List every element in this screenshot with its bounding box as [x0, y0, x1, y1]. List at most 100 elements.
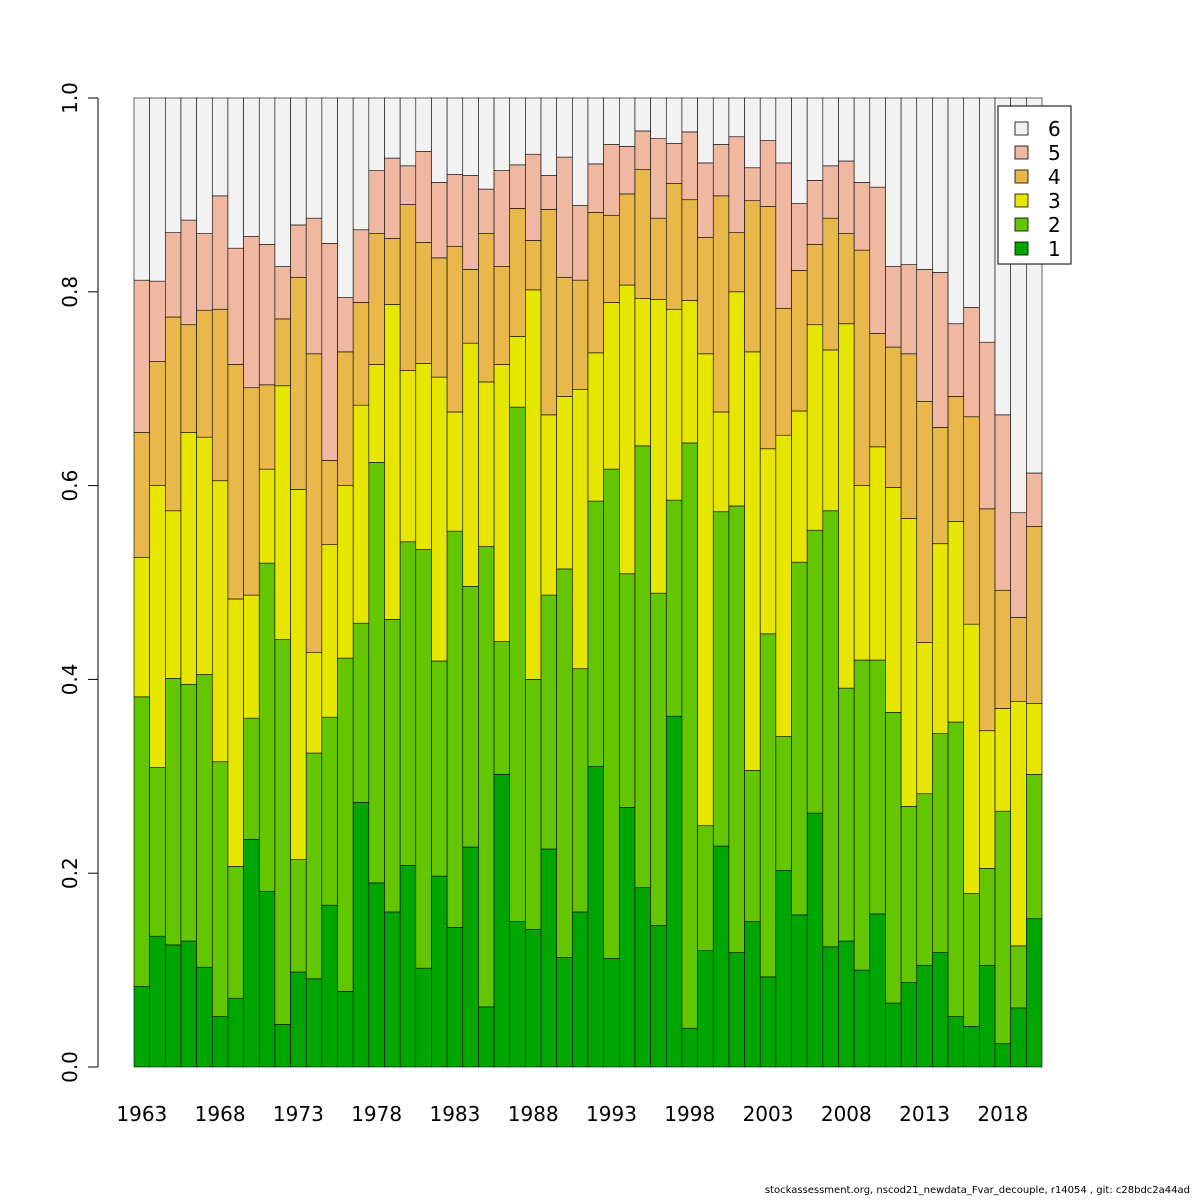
bar-segment-1963-3: [133, 557, 150, 698]
bar-segment-1996-2: [650, 592, 667, 926]
bar-segment-1984-5: [462, 175, 479, 270]
bar-segment-1972-3: [274, 385, 291, 640]
bar-segment-1994-2: [619, 573, 636, 808]
bar-segment-2005-6: [791, 97, 808, 204]
bar-segment-1992-1: [587, 766, 604, 1068]
bar-segment-1996-1: [650, 925, 667, 1068]
bar-segment-2001-3: [728, 291, 745, 507]
bar-segment-2008-6: [838, 97, 855, 162]
y-tick-label-0.0: 0.0: [58, 1051, 82, 1083]
bar-segment-1999-4: [697, 237, 714, 355]
bar-segment-1964-1: [149, 935, 166, 1068]
bar-segment-1994-6: [619, 97, 636, 147]
x-tick-label-1983: 1983: [429, 1102, 480, 1126]
bar-segment-1993-3: [603, 302, 620, 470]
bar-segment-1990-3: [556, 396, 573, 570]
bar-segment-1991-3: [572, 389, 589, 670]
bar-segment-1970-4: [243, 387, 260, 596]
bar-segment-2014-2: [932, 733, 949, 953]
bar-segment-2001-5: [728, 136, 745, 233]
bar-segment-2000-3: [712, 411, 730, 513]
bar-segment-2004-5: [775, 162, 792, 309]
bar-segment-1975-5: [321, 243, 338, 461]
bar-segment-2005-4: [791, 270, 808, 412]
bar-segment-2014-5: [932, 272, 949, 428]
bar-segment-2011-6: [885, 97, 902, 267]
x-tick-label-1973: 1973: [273, 1102, 324, 1126]
bar-segment-1981-4: [415, 242, 432, 364]
bar-segment-2003-4: [759, 206, 777, 450]
legend-swatch-3: [1014, 193, 1029, 208]
bar-segment-1993-6: [603, 97, 620, 145]
bar-segment-1983-4: [446, 245, 464, 413]
bar-segment-1999-1: [697, 950, 714, 1068]
bar-segment-1967-5: [196, 233, 213, 311]
bar-segment-1966-6: [180, 97, 197, 221]
bar-segment-1979-1: [384, 911, 401, 1068]
bar-segment-1974-6: [305, 97, 323, 219]
bar-segment-1977-3: [352, 404, 370, 624]
bar-segment-2017-5: [979, 341, 996, 510]
bar-segment-1978-2: [368, 462, 385, 884]
bar-segment-1967-4: [196, 309, 213, 438]
bar-segment-1974-3: [305, 651, 323, 754]
bar-segment-2019-5: [1010, 512, 1027, 618]
bar-segment-1984-2: [462, 586, 479, 848]
bar-segment-1999-6: [697, 97, 714, 164]
bar-segment-1998-3: [681, 300, 698, 444]
bar-segment-1982-5: [431, 182, 448, 259]
bar-segment-1998-2: [681, 442, 698, 1029]
bar-segment-2014-6: [932, 97, 949, 273]
bar-segment-2008-3: [838, 323, 855, 689]
bar-segment-2020-1: [1026, 918, 1043, 1068]
bar-segment-2017-1: [979, 964, 996, 1068]
bar-segment-1974-1: [305, 978, 323, 1068]
bar-segment-1989-1: [540, 848, 557, 1068]
bar-segment-2007-6: [822, 97, 839, 167]
bar-segment-1980-4: [399, 204, 417, 371]
bar-segment-2004-2: [775, 736, 792, 871]
bar-segment-2008-1: [838, 940, 855, 1068]
bar-segment-2011-2: [885, 712, 902, 1004]
bar-segment-1987-6: [509, 97, 526, 166]
bar-segment-1969-3: [227, 598, 244, 867]
bar-segment-1997-1: [665, 715, 683, 1068]
bar-segment-1981-2: [415, 549, 432, 969]
bar-segment-1977-1: [352, 802, 370, 1068]
bar-segment-2003-2: [759, 633, 777, 978]
bar-segment-1981-3: [415, 363, 432, 550]
bar-segment-1977-5: [352, 229, 370, 303]
bar-segment-1994-1: [619, 807, 636, 1068]
bar-segment-1999-3: [697, 353, 714, 827]
bar-segment-2007-2: [822, 510, 839, 948]
bar-segment-2006-2: [806, 529, 824, 814]
bar-segment-1964-2: [149, 767, 166, 937]
bar-segment-2004-4: [775, 307, 792, 436]
x-tick-label-2003: 2003: [743, 1102, 794, 1126]
bar-segment-1978-3: [368, 364, 385, 463]
bar-segment-1982-6: [431, 97, 448, 183]
bar-segment-1983-2: [446, 530, 464, 928]
bar-segment-2012-5: [900, 264, 918, 355]
bar-segment-1971-5: [258, 244, 276, 386]
bar-segment-2012-1: [900, 982, 918, 1068]
bar-segment-1980-3: [399, 369, 417, 543]
x-axis: 1963 1968 1973 1978 1983 1988 1993 1998 2003 2008…: [116, 1102, 1028, 1126]
bar-segment-1994-5: [619, 146, 636, 195]
bar-segment-1985-3: [478, 381, 495, 547]
bar-segment-2019-2: [1010, 945, 1027, 1009]
bar-segment-1972-5: [274, 266, 291, 320]
bar-segment-1964-3: [149, 485, 166, 768]
bar-segment-1968-1: [211, 1016, 229, 1068]
bar-segment-1982-2: [431, 660, 448, 877]
bar-segment-1975-4: [321, 460, 338, 546]
bar-segment-1973-4: [290, 276, 307, 490]
bar-segment-1981-6: [415, 97, 432, 152]
bar-segment-1967-3: [196, 436, 213, 675]
bar-segment-2009-4: [853, 249, 871, 486]
bar-segment-1984-1: [462, 846, 479, 1068]
bar-segment-1987-5: [509, 164, 526, 209]
bar-segment-1970-5: [243, 236, 260, 389]
bar-segment-1997-6: [665, 97, 683, 144]
legend-swatch-2: [1014, 217, 1029, 232]
